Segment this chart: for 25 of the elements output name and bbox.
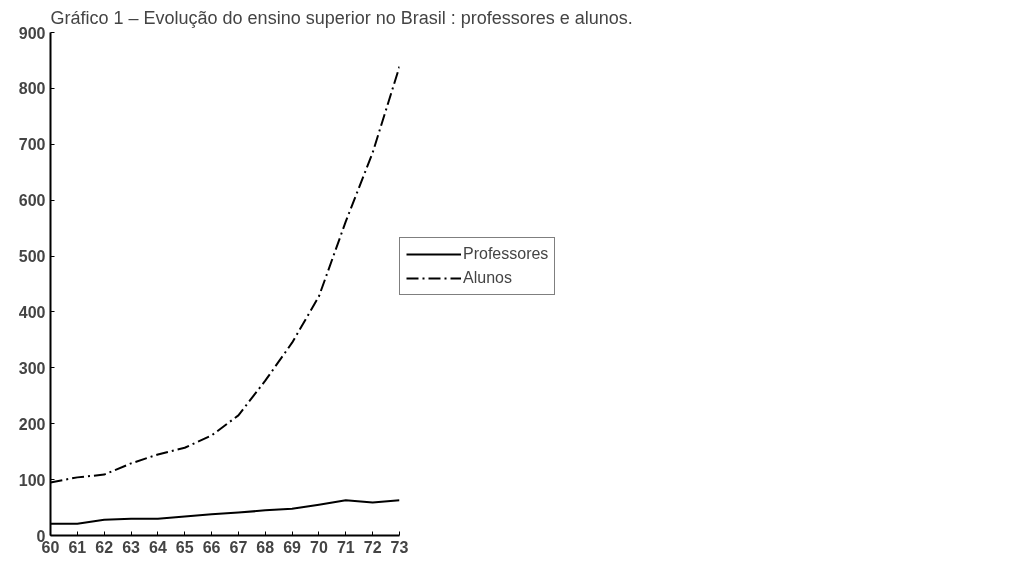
x-tick-label: 70: [310, 538, 328, 556]
x-tick-label: 73: [390, 538, 409, 556]
x-tick-label: 68: [256, 538, 275, 556]
x-tick-label: 62: [95, 538, 114, 556]
legend-label: Alunos: [463, 269, 512, 287]
x-tick-label: 69: [283, 538, 302, 556]
y-tick-label: 100: [18, 471, 46, 489]
x-tick-label: 65: [175, 538, 194, 556]
x-tick-label: 66: [202, 538, 221, 556]
y-tick-label: 900: [18, 24, 46, 42]
y-tick-label: 700: [18, 136, 46, 154]
x-tick-label: 63: [122, 538, 141, 556]
y-tick-label: 500: [18, 248, 46, 266]
x-tick-label: 64: [148, 538, 167, 556]
x-tick-label: 67: [229, 538, 248, 556]
chart-title: Gráfico 1 – Evolução do ensino superior no Brasil : professores e alunos.: [50, 7, 633, 28]
y-tick-label: 400: [18, 303, 46, 321]
y-tick-label: 800: [18, 80, 46, 98]
y-tick-label: 200: [18, 415, 46, 433]
x-tick-label: 72: [363, 538, 382, 556]
x-tick-label: 61: [68, 538, 87, 556]
y-tick-label: 600: [18, 192, 46, 210]
y-tick-label: 300: [18, 359, 46, 377]
x-tick-label: 71: [336, 538, 355, 556]
legend-label: Professores: [463, 245, 549, 263]
